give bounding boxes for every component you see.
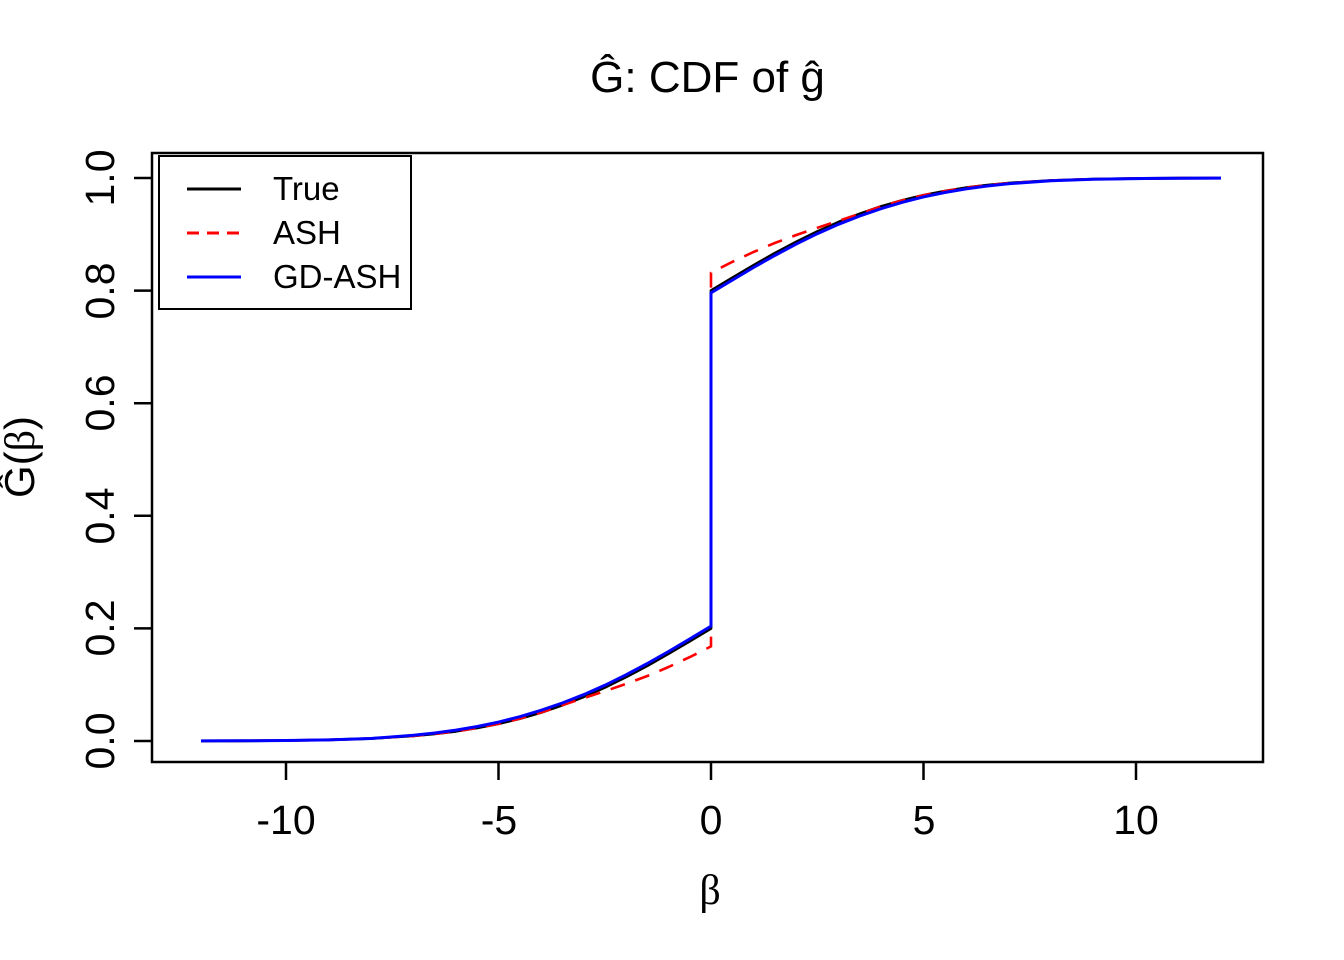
- legend-item-gdash: GD-ASH: [187, 258, 410, 296]
- legend-line-true: [187, 187, 241, 190]
- y-axis-title: Ĝ(β): [0, 357, 44, 557]
- legend-box: True ASH GD-ASH: [158, 155, 412, 310]
- y-tick-label-5: 1.0: [76, 149, 123, 207]
- legend-item-true: True: [187, 170, 410, 208]
- legend-item-ash: ASH: [187, 214, 410, 252]
- x-tick-label-2: 0: [699, 797, 723, 843]
- plot-border: [150, 151, 1265, 764]
- y-axis-title-beta: β: [0, 429, 44, 452]
- series-curve-gd-ash: [200, 176, 1222, 743]
- x-tick-label-4: 10: [1113, 797, 1159, 843]
- legend-label-true: True: [273, 169, 340, 207]
- legend-line-gdash: [187, 275, 241, 278]
- x-tick-label-3: 5: [912, 797, 936, 843]
- legend-line-ash: [187, 231, 241, 234]
- x-tick-label-0: -10: [256, 797, 316, 843]
- legend-label-ash: ASH: [273, 213, 341, 251]
- y-axis-title-prefix: Ĝ(: [0, 451, 43, 499]
- plot-title: Ĝ: CDF of ĝ: [590, 53, 825, 102]
- y-axis-title-suffix: ): [0, 415, 43, 430]
- legend-label-gdash: GD-ASH: [273, 257, 402, 295]
- x-tick-label-1: -5: [480, 797, 518, 843]
- x-axis-title: β: [699, 868, 721, 914]
